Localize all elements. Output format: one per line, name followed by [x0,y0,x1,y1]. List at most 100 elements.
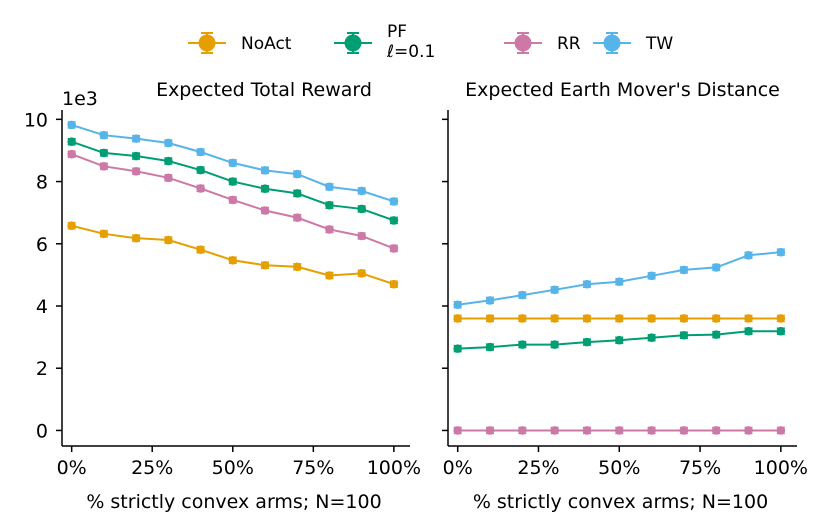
data-point-pf [196,165,205,175]
legend-item-noact: NoAct [188,32,292,54]
data-point-pf [679,330,689,340]
data-point-rr [99,162,109,171]
data-point-tw [67,120,76,130]
data-point-rr [614,426,624,435]
chart-title: Expected Total Reward [156,79,372,101]
data-point-noact [325,271,334,280]
data-point-tw [776,247,786,257]
legend-marker [514,34,532,52]
data-point-rr [679,426,689,435]
data-point-pf [453,344,462,353]
legend-marker [198,34,216,52]
chart-title: Expected Earth Mover's Distance [465,79,780,101]
y-tick-label: 8 [36,172,48,194]
legend-label: NoAct [241,34,292,54]
legend-label: PF [387,22,407,42]
data-point-pf [325,200,334,210]
data-point-noact [614,314,624,323]
data-point-pf [647,333,656,343]
data-point-noact [776,314,786,323]
data-point-pf [776,326,786,336]
data-point-rr [292,213,302,222]
data-point-rr [325,225,334,234]
data-point-tw [260,166,270,175]
data-point-noact [164,235,173,245]
data-point-pf [357,204,366,214]
data-point-noact [485,314,495,323]
x-tick-label: 50% [212,457,254,479]
legend-item-pf: PFℓ=0.1 [334,22,435,62]
legend-marker [603,34,621,52]
data-point-rr [550,426,559,435]
x-tick-label: 75% [679,457,721,479]
data-point-noact [228,255,238,265]
legend-label: TW [645,34,673,54]
data-point-rr [196,184,205,193]
x-tick-label: 25% [131,457,173,479]
data-point-noact [582,314,592,323]
data-point-tw [196,147,205,157]
y-tick-label: 10 [24,109,48,131]
data-point-noact [131,233,141,243]
data-point-noact [292,262,302,272]
legend-sublabel: ℓ=0.1 [386,42,435,62]
data-point-tw [357,186,366,196]
data-point-tw [582,279,592,289]
data-point-pf [131,151,141,161]
data-point-pf [164,156,173,166]
data-point-rr [228,195,238,205]
data-point-noact [518,314,527,323]
data-point-rr [485,426,495,435]
data-point-rr [647,426,656,435]
data-point-pf [67,137,76,147]
series-pf [67,137,399,225]
x-axis-label: % strictly convex arms; N=100 [473,491,768,513]
y-tick-label: 4 [36,296,48,318]
data-point-noact [389,279,399,289]
x-tick-label: 50% [598,457,640,479]
y-tick-label: 0 [36,420,48,442]
data-point-rr [357,231,366,241]
series-line-noact [71,224,395,286]
data-point-tw [647,271,656,281]
series-rr [453,426,786,435]
data-point-pf [518,340,527,349]
series-tw [67,120,399,206]
data-point-noact [99,229,109,239]
data-point-tw [485,296,495,305]
data-point-noact [647,314,656,323]
data-point-tw [164,138,173,148]
data-point-pf [614,335,624,345]
data-point-tw [131,134,141,143]
data-point-pf [389,216,399,225]
data-point-pf [550,340,559,349]
data-point-tw [679,265,689,275]
data-point-tw [453,300,462,310]
data-point-pf [99,148,109,158]
data-point-rr [518,426,527,435]
y-offset-label: 1e3 [62,88,98,110]
x-tick-label: 0% [443,457,473,479]
data-point-pf [228,177,238,186]
data-point-tw [228,158,238,168]
x-tick-label: 0% [57,457,87,479]
series-tw [453,247,786,310]
data-point-pf [744,326,753,336]
data-point-rr [164,173,173,183]
data-point-noact [679,314,689,323]
data-point-tw [325,182,334,192]
data-point-noact [260,260,270,270]
data-point-tw [389,197,399,206]
data-point-noact [744,314,753,323]
legend-item-tw: TW [593,32,673,54]
x-tick-label: 100% [367,457,421,479]
data-point-tw [711,263,721,272]
data-point-tw [292,169,302,179]
data-point-pf [485,342,495,352]
data-point-pf [292,189,302,198]
data-point-rr [260,206,270,215]
data-point-noact [453,314,462,323]
data-point-rr [582,426,592,435]
